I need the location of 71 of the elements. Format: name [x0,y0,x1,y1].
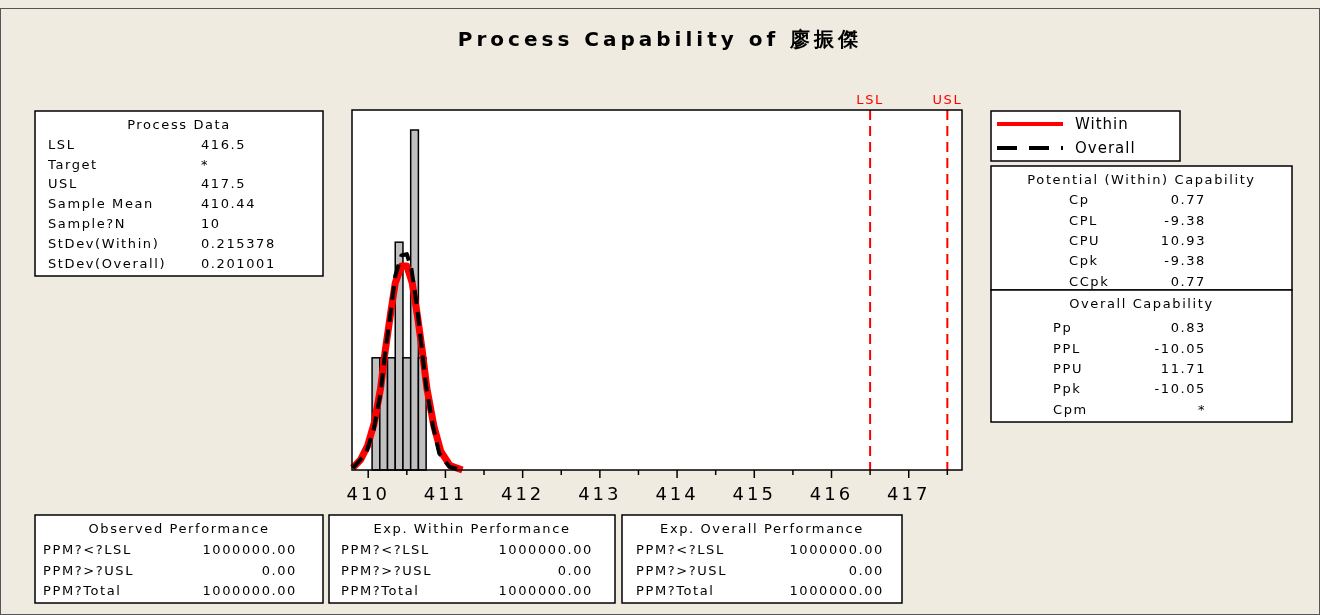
text: Sample Mean [48,196,154,212]
text: 0.215378 [201,235,276,251]
text: -10.05 [1154,340,1206,356]
text: Cpm [1053,401,1088,417]
x-tick-label: 413 [578,483,622,504]
text: * [201,156,210,172]
text: USL [48,176,78,192]
text: PPM?<?LSL [636,541,725,557]
text: 10.93 [1160,232,1206,248]
x-tick-label: 416 [809,483,854,504]
ref-line-label: LSL [856,92,884,107]
text: 10 [201,216,221,231]
text: 1000000.00 [498,541,593,557]
text: Cp [1069,192,1090,208]
text: 0.00 [557,562,593,578]
text: 0.83 [1170,320,1206,336]
legend-label: Overall [1075,139,1136,157]
ref-line-label: USL [932,92,963,107]
text: 0.201001 [201,255,276,271]
text: Sample?N [48,216,127,231]
text: 1000000.00 [202,541,297,557]
text: StDev(Overall) [48,255,167,271]
text: -10.05 [1154,381,1206,397]
text: PPM?<?LSL [43,541,132,557]
text: 0.00 [848,562,884,578]
text: CCpk [1069,273,1110,289]
text: 417.5 [201,176,247,192]
text: 0.77 [1170,273,1206,289]
text: CPU [1069,232,1101,248]
text: 1000000.00 [498,583,593,599]
text: PPM?Total [636,583,715,599]
text: 410.44 [201,196,257,212]
x-tick-label: 414 [655,483,699,504]
text: -9.38 [1164,253,1206,269]
text: Pp [1053,320,1073,336]
text: Cpk [1069,253,1099,269]
text: 11.71 [1160,360,1206,376]
chart-title: Process Capability of 廖振傑 [457,27,863,51]
legend-label: Within [1075,115,1129,133]
x-tick-label: 412 [500,483,545,504]
text: -9.38 [1164,212,1206,228]
text: PPM?>?USL [43,562,134,578]
text: PPM?>?USL [636,562,727,578]
x-tick-label: 411 [423,483,468,504]
text: Target [47,156,98,172]
text: PPM?>?USL [341,562,432,578]
text: 1000000.00 [789,583,884,599]
text: * [1197,401,1206,417]
text: 0.77 [1170,192,1206,208]
x-tick-label: 410 [346,483,390,504]
text: 416.5 [201,136,247,152]
text: Process Data [127,117,231,132]
text: PPM?Total [341,583,420,599]
text: PPU [1053,360,1083,376]
text: 0.00 [261,562,297,578]
text: 1000000.00 [789,541,884,557]
text: Ppk [1053,381,1082,397]
text: 1000000.00 [202,583,297,599]
text: Overall Capability [1069,296,1214,311]
text: PPM?Total [43,583,122,599]
text: LSL [48,136,76,152]
text: Potential (Within) Capability [1027,172,1256,187]
x-tick-label: 417 [887,483,931,504]
text: PPL [1053,340,1081,356]
text: Observed Performance [88,521,270,536]
text: CPL [1069,212,1098,228]
text: Exp. Within Performance [373,521,571,536]
text: PPM?<?LSL [341,541,430,557]
text: StDev(Within) [48,235,160,251]
x-tick-label: 415 [732,483,776,504]
text: Exp. Overall Performance [660,521,864,536]
